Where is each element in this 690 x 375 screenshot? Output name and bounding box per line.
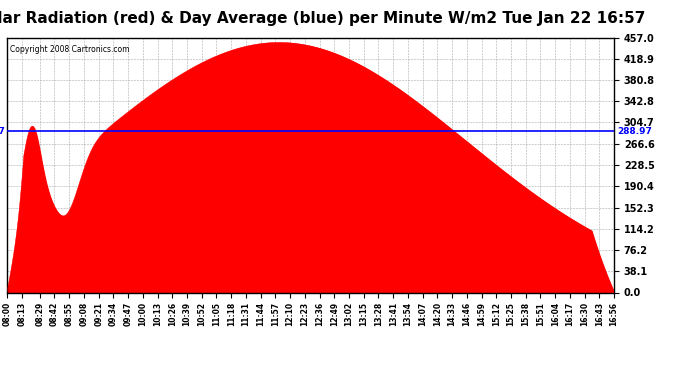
Text: 288.97: 288.97 bbox=[0, 127, 5, 136]
Text: Copyright 2008 Cartronics.com: Copyright 2008 Cartronics.com bbox=[10, 45, 130, 54]
Text: 288.97: 288.97 bbox=[618, 127, 652, 136]
Text: Solar Radiation (red) & Day Average (blue) per Minute W/m2 Tue Jan 22 16:57: Solar Radiation (red) & Day Average (blu… bbox=[0, 11, 645, 26]
